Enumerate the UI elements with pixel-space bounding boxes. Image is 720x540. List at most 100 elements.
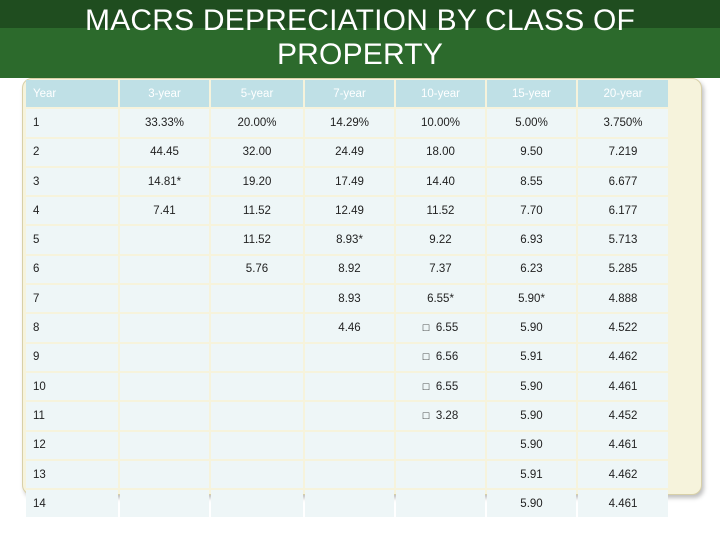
year-cell: 13 xyxy=(26,460,118,489)
rate-cell: 8.92 xyxy=(305,255,394,284)
year-cell: 5 xyxy=(26,226,118,254)
title-band-top xyxy=(0,0,720,28)
rate-cell: 4.452 xyxy=(578,402,668,430)
missing-glyph-icon: □ xyxy=(422,380,430,393)
rate-cell: 11.52 xyxy=(211,197,303,225)
rate-cell: 5.90* xyxy=(487,285,576,313)
rate-cell: 5.285 xyxy=(578,255,668,284)
header-row: Year 3-year 5-year 7-year 10-year 15-yea… xyxy=(26,80,668,108)
rate-value: 6.55 xyxy=(429,322,459,335)
rate-cell xyxy=(305,402,394,430)
title-band xyxy=(0,28,720,78)
rate-cell: 5.713 xyxy=(578,226,668,254)
rate-cell: 14.40 xyxy=(396,167,485,196)
rate-cell xyxy=(120,402,209,430)
rate-cell: 4.46 xyxy=(305,314,394,342)
missing-glyph-icon: □ xyxy=(422,322,430,335)
rate-cell xyxy=(211,343,303,371)
rate-cell xyxy=(305,490,394,518)
rate-cell: 4.462 xyxy=(578,343,668,371)
slide-title: MACRS DEPRECIATION BY CLASS OF PROPERTY xyxy=(0,4,720,72)
rate-cell: □ 6.55 xyxy=(396,372,485,401)
rate-cell xyxy=(211,372,303,401)
header-20-year: 20-year xyxy=(578,80,668,108)
table-header: Year 3-year 5-year 7-year 10-year 15-yea… xyxy=(26,80,668,108)
slide-title-line-1: MACRS DEPRECIATION BY CLASS OF xyxy=(85,4,635,37)
rate-cell xyxy=(305,343,394,371)
rate-cell xyxy=(120,255,209,284)
rate-cell: 14.29% xyxy=(305,109,394,137)
rate-cell xyxy=(120,460,209,489)
missing-glyph-icon: □ xyxy=(422,351,430,364)
rate-cell: 4.461 xyxy=(578,490,668,518)
year-cell: 12 xyxy=(26,431,118,459)
rate-cell: 4.461 xyxy=(578,431,668,459)
rate-cell: 7.41 xyxy=(120,197,209,225)
rate-cell xyxy=(211,431,303,459)
rate-cell: 4.522 xyxy=(578,314,668,342)
rate-cell: 5.90 xyxy=(487,490,576,518)
rate-cell xyxy=(120,372,209,401)
rate-cell: 8.93* xyxy=(305,226,394,254)
rate-cell xyxy=(211,490,303,518)
year-cell: 6 xyxy=(26,255,118,284)
rate-cell: 11.52 xyxy=(211,226,303,254)
rate-cell: 10.00% xyxy=(396,109,485,137)
year-cell: 2 xyxy=(26,138,118,166)
rate-cell: 6.55* xyxy=(396,285,485,313)
rate-value: 6.55 xyxy=(429,380,459,393)
table-row: 13 5.91 4.462 xyxy=(26,460,668,489)
rate-cell xyxy=(120,431,209,459)
rate-cell: 4.888 xyxy=(578,285,668,313)
rate-cell xyxy=(120,226,209,254)
rate-cell: 8.55 xyxy=(487,167,576,196)
rate-cell xyxy=(305,372,394,401)
table-row: 3 14.81* 19.20 17.49 14.40 8.55 6.677 xyxy=(26,167,668,196)
rate-cell: 4.462 xyxy=(578,460,668,489)
rate-cell: 7.219 xyxy=(578,138,668,166)
rate-cell: 9.22 xyxy=(396,226,485,254)
rate-cell: 20.00% xyxy=(211,109,303,137)
rate-cell xyxy=(396,460,485,489)
year-cell: 1 xyxy=(26,109,118,137)
table-row: 7 8.93 6.55* 5.90* 4.888 xyxy=(26,285,668,313)
rate-cell: 17.49 xyxy=(305,167,394,196)
header-7-year: 7-year xyxy=(305,80,394,108)
rate-cell: 6.93 xyxy=(487,226,576,254)
rate-cell: 5.90 xyxy=(487,314,576,342)
rate-cell: 12.49 xyxy=(305,197,394,225)
table-row: 10 □ 6.55 5.90 4.461 xyxy=(26,372,668,401)
rate-value: 6.56 xyxy=(429,351,459,364)
rate-cell: 5.90 xyxy=(487,431,576,459)
rate-cell xyxy=(211,314,303,342)
rate-cell: 11.52 xyxy=(396,197,485,225)
year-cell: 9 xyxy=(26,343,118,371)
rate-cell: □ 6.56 xyxy=(396,343,485,371)
table-row: 8 4.46 □ 6.55 5.90 4.522 xyxy=(26,314,668,342)
header-3-year: 3-year xyxy=(120,80,209,108)
year-cell: 7 xyxy=(26,285,118,313)
macrs-table: Year 3-year 5-year 7-year 10-year 15-yea… xyxy=(24,78,670,519)
table-row: 14 5.90 4.461 xyxy=(26,490,668,518)
rate-cell xyxy=(211,402,303,430)
table-row: 4 7.41 11.52 12.49 11.52 7.70 6.177 xyxy=(26,197,668,225)
table-row: 2 44.45 32.00 24.49 18.00 9.50 7.219 xyxy=(26,138,668,166)
rate-cell: 5.90 xyxy=(487,372,576,401)
year-cell: 4 xyxy=(26,197,118,225)
rate-cell xyxy=(120,314,209,342)
year-cell: 3 xyxy=(26,167,118,196)
rate-cell: 19.20 xyxy=(211,167,303,196)
rate-cell: 14.81* xyxy=(120,167,209,196)
rate-cell xyxy=(211,460,303,489)
rate-cell: 33.33% xyxy=(120,109,209,137)
rate-cell: 5.90 xyxy=(487,402,576,430)
header-10-year: 10-year xyxy=(396,80,485,108)
header-5-year: 5-year xyxy=(211,80,303,108)
rate-cell xyxy=(120,285,209,313)
header-year: Year xyxy=(26,80,118,108)
year-cell: 10 xyxy=(26,372,118,401)
slide-title-line-2: PROPERTY xyxy=(276,38,444,71)
rate-value: 3.28 xyxy=(429,409,459,422)
rate-cell: 6.177 xyxy=(578,197,668,225)
rate-cell: 5.91 xyxy=(487,460,576,489)
